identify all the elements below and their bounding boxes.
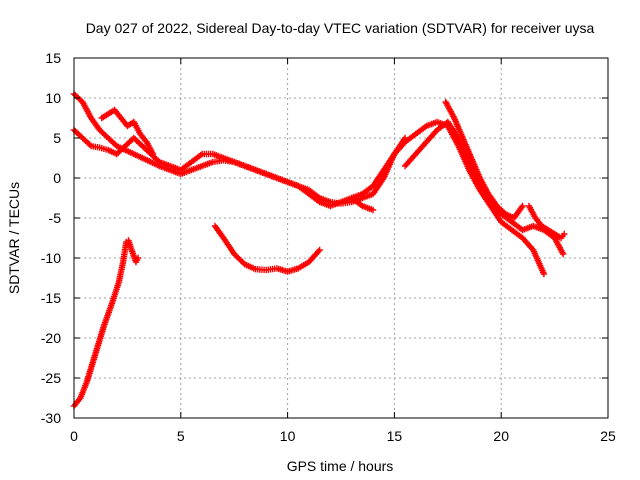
x-tick-label: 15: [387, 428, 403, 444]
y-tick-label: -30: [41, 410, 61, 426]
data-point: [561, 230, 568, 238]
grid: [74, 58, 608, 418]
y-axis-label: SDTVAR / TECUs: [6, 182, 22, 294]
data-point: [369, 206, 377, 214]
x-tick-label: 5: [177, 428, 185, 444]
data-point: [134, 254, 142, 262]
series-arc-5: [211, 222, 323, 275]
chart-title: Day 027 of 2022, Sidereal Day-to-day VTE…: [86, 20, 595, 36]
data-point: [559, 250, 567, 258]
series-arc-7: [401, 118, 567, 258]
series-arc-6: [348, 118, 548, 278]
interp-point: [154, 157, 162, 164]
data-point: [540, 270, 548, 278]
series-arc-4: [98, 106, 157, 158]
series-arc-8: [442, 98, 526, 222]
series-arc-3: [70, 126, 377, 214]
x-axis-label: GPS time / hours: [287, 458, 394, 474]
series-arc-9: [525, 202, 568, 242]
data-point: [519, 202, 526, 210]
y-tick-label: -20: [41, 330, 61, 346]
x-tick-label: 0: [70, 428, 78, 444]
plot-frame: [73, 57, 609, 419]
x-tick-label: 25: [600, 428, 616, 444]
x-tick-label: 20: [493, 428, 509, 444]
interp-point: [86, 141, 93, 148]
plot-marks: [70, 90, 568, 410]
x-tick-label: 10: [280, 428, 296, 444]
axis-ticks: 0 5 10 15 20 25 -30 -25 -20 -15 -10 -5 0 5 10 15: [41, 50, 616, 444]
series-arc-1: [70, 237, 142, 410]
y-tick-label: 5: [53, 130, 61, 146]
y-tick-label: 10: [45, 90, 61, 106]
y-tick-label: -25: [41, 370, 61, 386]
y-tick-label: -5: [49, 210, 62, 226]
y-tick-label: -15: [41, 290, 61, 306]
y-tick-label: -10: [41, 250, 61, 266]
data-point: [316, 246, 323, 254]
data-point: [149, 150, 157, 158]
y-tick-label: 0: [53, 170, 61, 186]
y-tick-label: 15: [45, 50, 61, 66]
